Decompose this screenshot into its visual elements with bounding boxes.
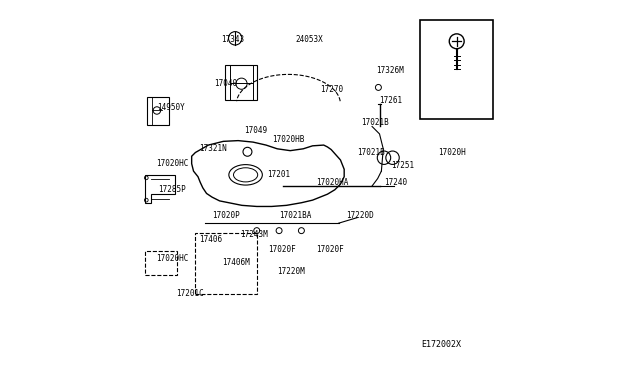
Text: 17251: 17251 [390,161,414,170]
Text: 17261: 17261 [380,96,403,105]
Bar [420,20,493,119]
Text: 17020F: 17020F [268,245,296,254]
Text: 17201C: 17201C [175,289,204,298]
Bar [147,97,170,125]
Text: 17020F: 17020F [316,245,344,254]
Text: 17243M: 17243M [240,230,268,239]
Text: 17406: 17406 [199,235,222,244]
Bar [225,65,257,100]
Text: 17240: 17240 [384,178,407,187]
Text: 17021B: 17021B [361,118,388,127]
Text: 17321N: 17321N [199,144,227,153]
Text: 17020H: 17020H [438,148,466,157]
Text: 17220M: 17220M [277,267,305,276]
Text: 17270: 17270 [320,85,343,94]
Text: 17020HC: 17020HC [156,159,189,168]
Text: 17020HA: 17020HA [316,178,349,187]
Text: 24053X: 24053X [296,35,324,44]
Text: 17201: 17201 [267,170,291,179]
Text: 17020HB: 17020HB [271,135,304,144]
Text: 17040: 17040 [214,79,237,88]
Text: 14950Y: 14950Y [157,103,185,112]
Text: 17021BA: 17021BA [279,211,312,220]
Text: E172002X: E172002X [421,340,461,349]
Bar [145,251,177,275]
Bar [195,232,257,294]
Text: 17020HC: 17020HC [156,254,189,263]
Text: 17220D: 17220D [346,211,374,220]
Text: 17020P: 17020P [212,211,240,220]
Text: 17285P: 17285P [158,185,186,194]
Text: 17021B: 17021B [357,148,385,157]
Text: 17406M: 17406M [223,258,250,267]
Text: 17049: 17049 [244,126,267,135]
Text: 17343: 17343 [221,35,244,44]
Text: 17326M: 17326M [376,66,404,75]
